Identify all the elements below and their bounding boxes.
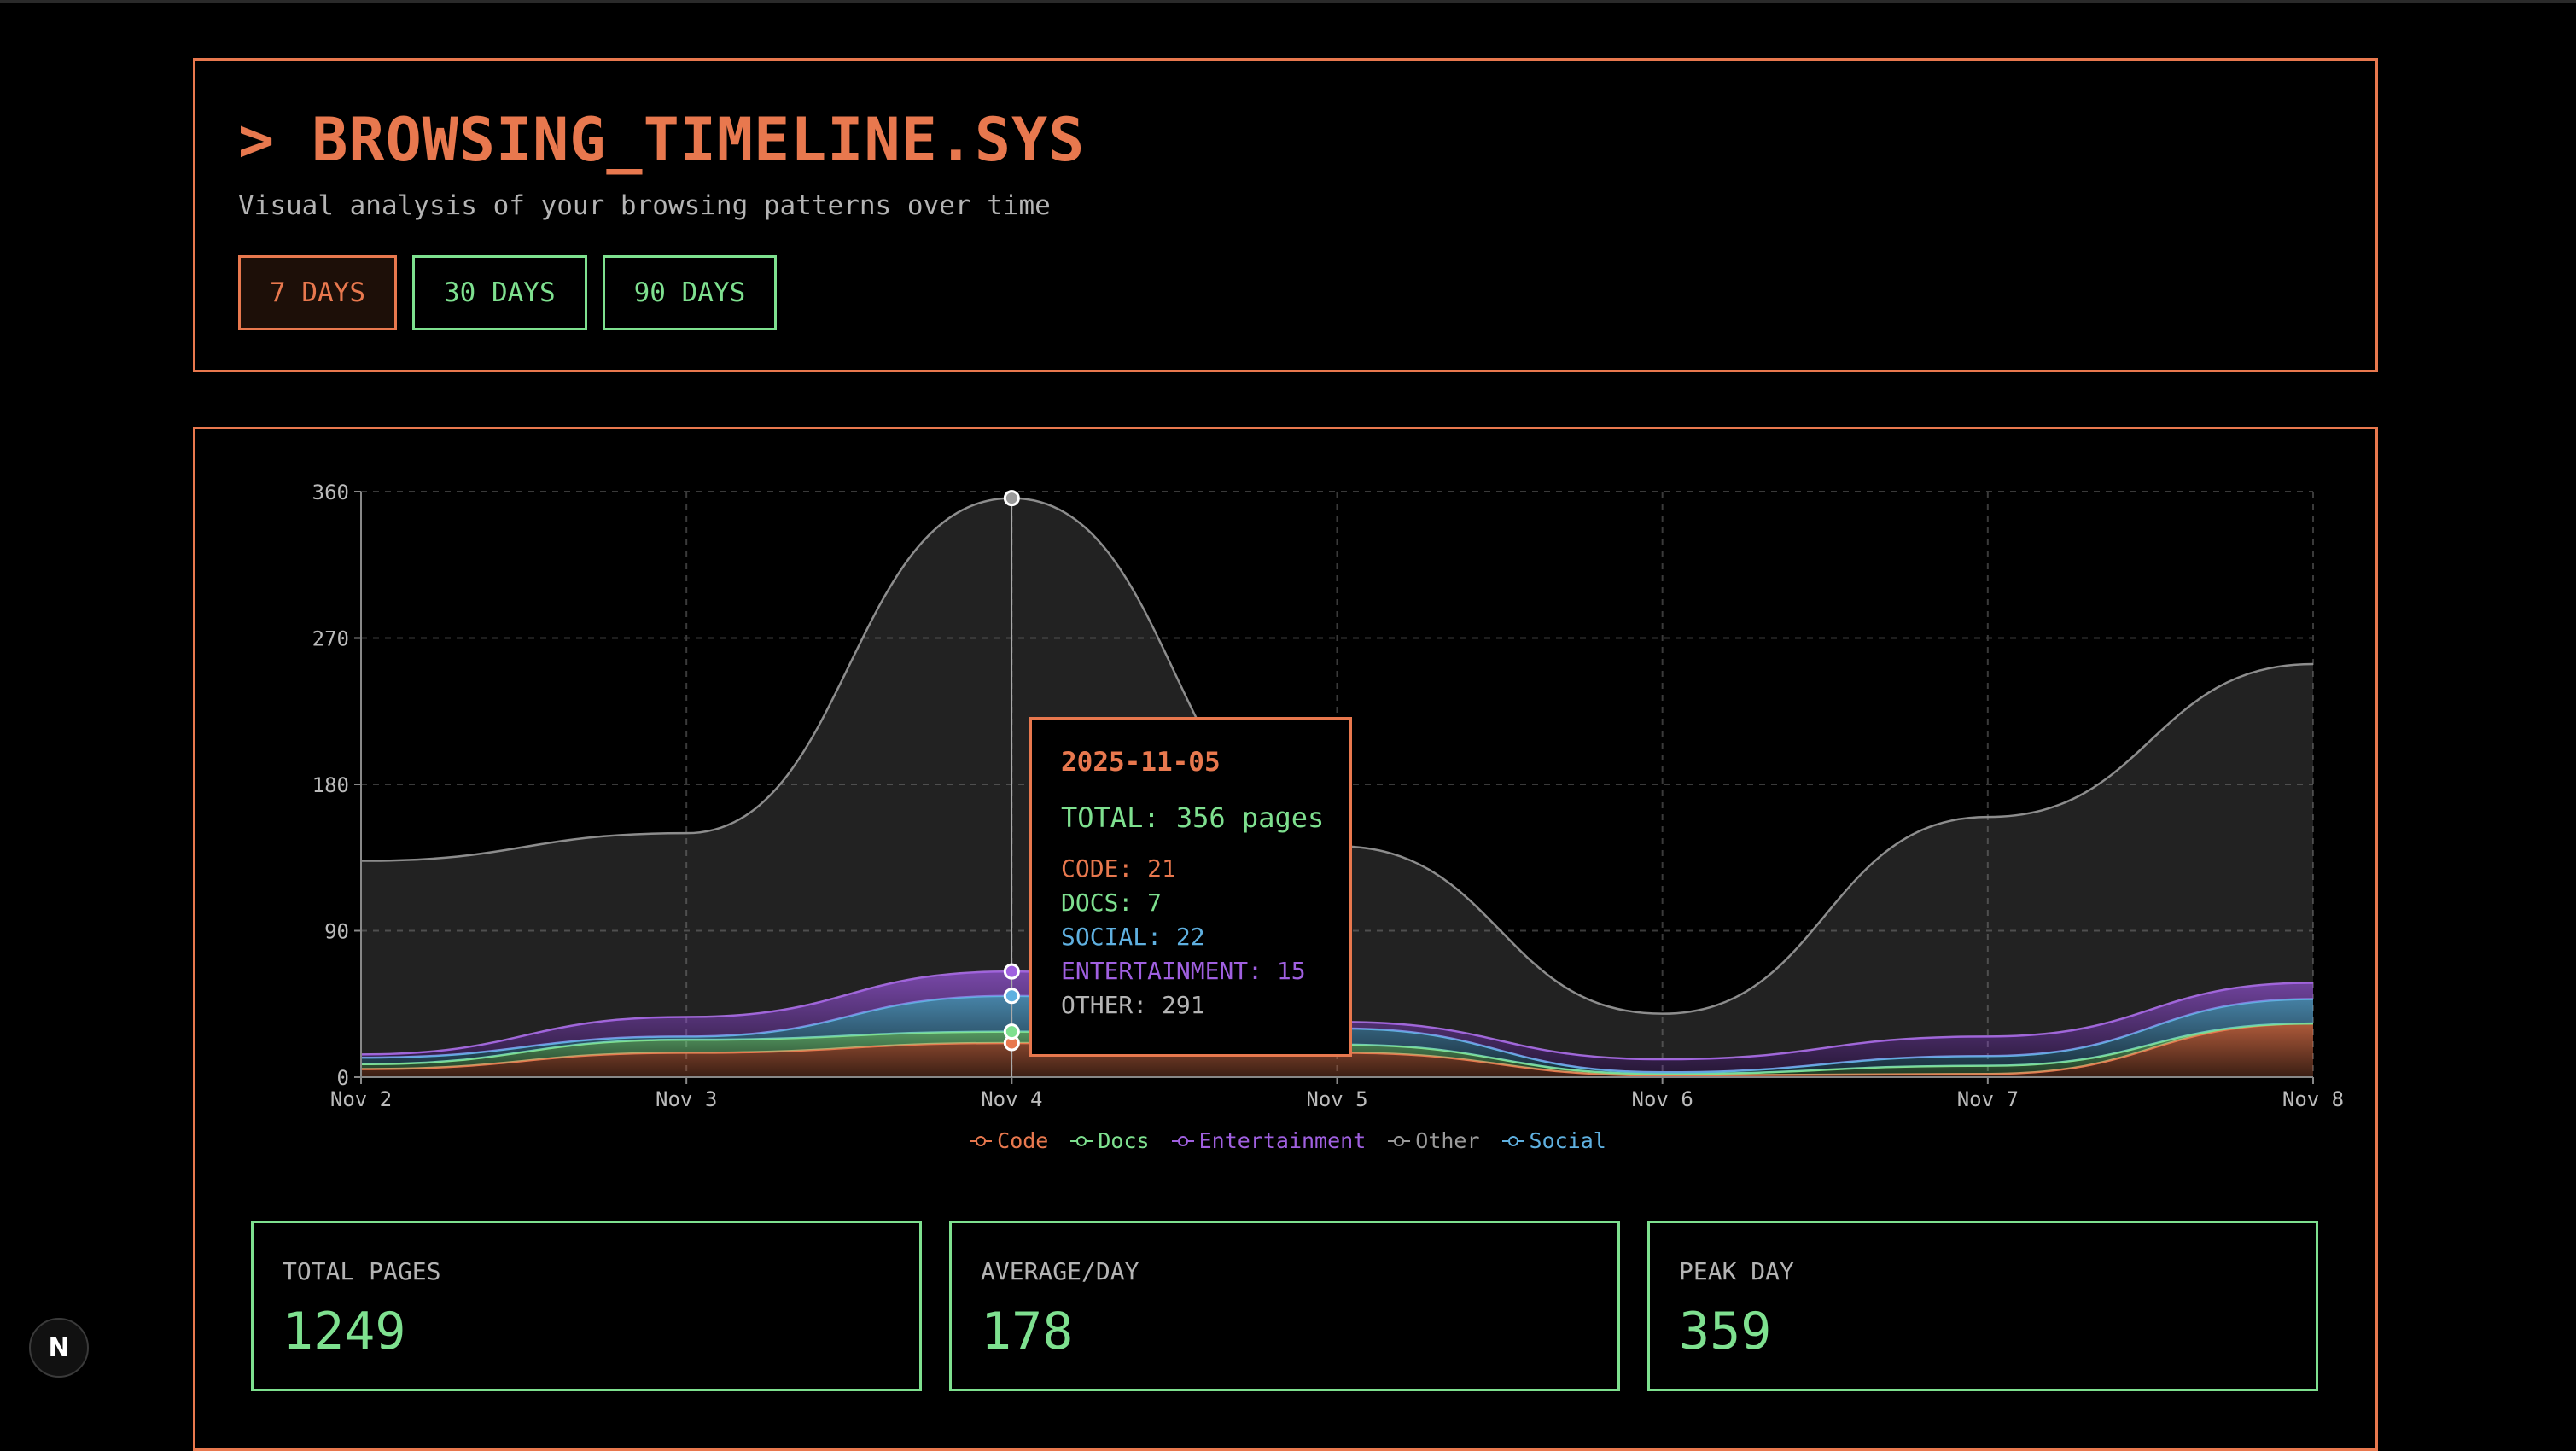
legend-marker-icon bbox=[1388, 1135, 1411, 1147]
stat-card-peak-day: PEAK DAY 359 bbox=[1647, 1221, 2318, 1391]
chart-tooltip: 2025-11-05 TOTAL: 356 pages CODE: 21 DOC… bbox=[1029, 717, 1352, 1057]
hover-point-entertainment bbox=[1003, 963, 1020, 980]
x-tick-label: Nov 8 bbox=[2282, 1087, 2344, 1111]
x-tick-label: Nov 4 bbox=[981, 1087, 1042, 1111]
tooltip-social: SOCIAL: 22 bbox=[1061, 923, 1205, 951]
stat-value: 178 bbox=[981, 1302, 1074, 1361]
area-code bbox=[361, 1023, 2313, 1077]
tooltip-docs: DOCS: 7 bbox=[1061, 889, 1163, 917]
legend-label: Docs bbox=[1098, 1128, 1150, 1153]
legend-label: Code bbox=[997, 1128, 1049, 1153]
chart-legend: Code Docs Entertainment Other Social bbox=[0, 1128, 2576, 1153]
x-tick-label: Nov 5 bbox=[1306, 1087, 1367, 1111]
y-tick-label: 360 bbox=[312, 481, 349, 504]
stat-value: 1249 bbox=[283, 1302, 406, 1361]
stat-label: PEAK DAY bbox=[1679, 1257, 1794, 1285]
legend-marker-icon bbox=[1070, 1135, 1093, 1147]
y-tick-label: 270 bbox=[312, 627, 349, 651]
legend-marker-icon bbox=[1171, 1135, 1194, 1147]
tooltip-other: OTHER: 291 bbox=[1061, 991, 1205, 1019]
tooltip-code: CODE: 21 bbox=[1061, 854, 1176, 883]
y-tick-label: 90 bbox=[324, 920, 349, 944]
stat-label: TOTAL PAGES bbox=[283, 1257, 441, 1285]
page-title: > BROWSING_TIMELINE.SYS bbox=[238, 105, 1086, 175]
x-tick-label: Nov 2 bbox=[330, 1087, 392, 1111]
y-tick-label: 180 bbox=[312, 773, 349, 797]
tooltip-date: 2025-11-05 bbox=[1061, 747, 1221, 778]
window-top-edge bbox=[0, 0, 2576, 3]
stat-value: 359 bbox=[1679, 1302, 1772, 1361]
range-30-days-button[interactable]: 30 DAYS bbox=[411, 255, 587, 330]
tooltip-entertainment: ENTERTAINMENT: 15 bbox=[1061, 957, 1306, 985]
hover-point-social bbox=[1003, 988, 1020, 1005]
time-range-selector: 7 DAYS 30 DAYS 90 DAYS bbox=[238, 255, 778, 330]
next-logo-icon[interactable]: N bbox=[29, 1318, 89, 1378]
x-tick-label: Nov 7 bbox=[1957, 1087, 2019, 1111]
stat-label: AVERAGE/DAY bbox=[981, 1257, 1139, 1285]
legend-item-docs[interactable]: Docs bbox=[1070, 1128, 1150, 1153]
legend-label: Other bbox=[1415, 1128, 1480, 1153]
legend-label: Social bbox=[1529, 1128, 1606, 1153]
stat-card-average-day: AVERAGE/DAY 178 bbox=[949, 1221, 1620, 1391]
stat-card-total-pages: TOTAL PAGES 1249 bbox=[251, 1221, 922, 1391]
hover-point-docs bbox=[1003, 1023, 1020, 1040]
x-tick-label: Nov 3 bbox=[656, 1087, 717, 1111]
range-7-days-button[interactable]: 7 DAYS bbox=[238, 255, 397, 330]
legend-item-social[interactable]: Social bbox=[1501, 1128, 1606, 1153]
hover-point-other bbox=[1003, 490, 1020, 507]
x-tick-label: Nov 6 bbox=[1632, 1087, 1693, 1111]
header-panel: > BROWSING_TIMELINE.SYS Visual analysis … bbox=[193, 58, 2378, 372]
range-90-days-button[interactable]: 90 DAYS bbox=[602, 255, 778, 330]
legend-item-entertainment[interactable]: Entertainment bbox=[1171, 1128, 1367, 1153]
legend-label: Entertainment bbox=[1198, 1128, 1367, 1153]
legend-marker-icon bbox=[1501, 1135, 1524, 1147]
legend-item-other[interactable]: Other bbox=[1388, 1128, 1480, 1153]
page-subtitle: Visual analysis of your browsing pattern… bbox=[238, 190, 1051, 221]
tooltip-total: TOTAL: 356 pages bbox=[1061, 801, 1325, 834]
legend-marker-icon bbox=[970, 1135, 993, 1147]
y-tick-label: 0 bbox=[337, 1066, 349, 1090]
area-other bbox=[361, 498, 2313, 1060]
legend-item-code[interactable]: Code bbox=[970, 1128, 1048, 1153]
